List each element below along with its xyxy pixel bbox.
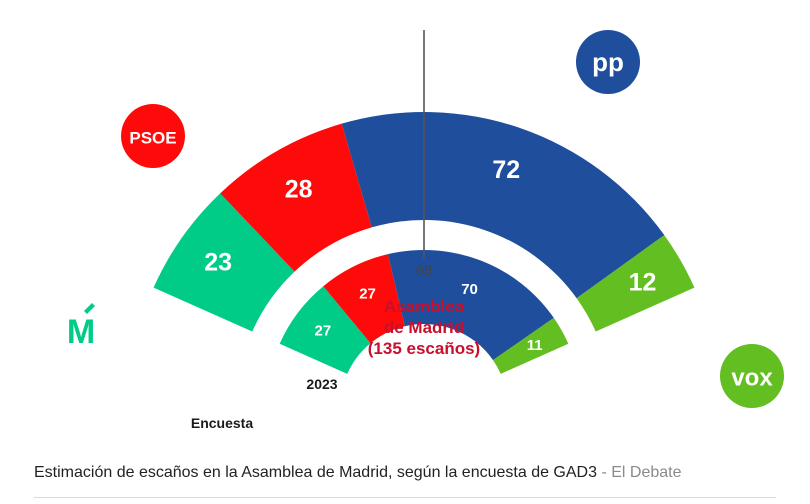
survey-seat-labels: 23 28 72 12 — [204, 156, 656, 297]
survey-mas-madrid-segment — [153, 193, 295, 332]
election-2023-seat-labels: 27 27 70 11 — [314, 281, 542, 354]
pp-logo: pp — [576, 30, 640, 94]
election-2023-mas-madrid-seats-label: 27 — [314, 323, 331, 340]
election-2023-psoe-seats-label: 27 — [359, 286, 376, 303]
survey-mas-madrid-seats-label: 23 — [204, 249, 232, 277]
psoe-logo-badge — [121, 104, 185, 168]
year-ring-label: 2023 — [306, 376, 337, 392]
caption-text: Estimación de escaños en la Asamblea de … — [34, 464, 597, 481]
survey-pp-segment — [341, 112, 665, 299]
psoe-logo-text: PSOE — [129, 129, 176, 148]
survey-pp-seats-label: 72 — [492, 156, 520, 184]
pp-logo-badge — [576, 30, 640, 94]
pp-logo-text: pp — [592, 47, 624, 77]
caption-divider — [34, 497, 776, 498]
vox-logo-text: vox — [731, 365, 773, 392]
election-2023-pp-segment — [387, 249, 554, 361]
mas-madrid-logo-badge — [49, 298, 113, 362]
election-2023-psoe-segment — [323, 254, 405, 344]
vox-logo: vox — [720, 344, 784, 408]
vox-logo-badge — [720, 344, 784, 408]
chart-caption: Estimación de escaños en la Asamblea de … — [34, 464, 681, 482]
mas-madrid-logo-text: M — [67, 313, 95, 351]
survey-psoe-segment — [220, 123, 372, 272]
survey-psoe-seats-label: 28 — [285, 175, 313, 203]
survey-vox-segment — [576, 235, 695, 332]
caption-source: - El Debate — [597, 464, 682, 481]
majority-label: 68 — [416, 262, 433, 279]
center-title-line-1: Asamblea — [384, 297, 465, 316]
election-2023-ring — [279, 249, 569, 374]
center-title-line-3: (135 escaños) — [368, 339, 480, 358]
election-2023-vox-segment — [493, 317, 569, 374]
election-2023-mas-madrid-segment — [279, 286, 371, 374]
survey-vox-seats-label: 12 — [629, 269, 657, 297]
mas-madrid-accent-icon — [84, 303, 95, 314]
election-2023-vox-seats-label: 11 — [527, 337, 543, 354]
center-title-line-2: de Madrid — [384, 318, 464, 337]
election-2023-pp-seats-label: 70 — [461, 281, 478, 298]
survey-ring-label: Encuesta — [191, 415, 253, 431]
psoe-logo: PSOE — [121, 104, 185, 168]
mas-madrid-logo: M — [49, 298, 113, 362]
survey-ring — [153, 112, 695, 332]
